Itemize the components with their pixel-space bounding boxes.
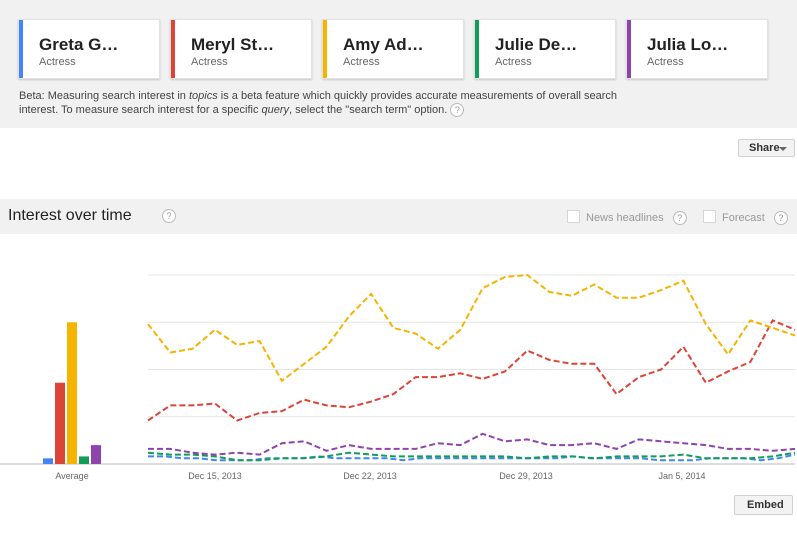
topic-card-greta[interactable]: Greta G… Actress	[18, 19, 160, 79]
x-tick-label: Dec 29, 2013	[499, 471, 553, 481]
topic-color-stripe	[19, 20, 23, 78]
news-headlines-label: News headlines	[586, 212, 664, 224]
section-title: Interest over time	[8, 207, 132, 224]
x-tick-label: Jan 5, 2014	[658, 471, 705, 481]
beta-text-query: query	[261, 103, 290, 116]
topic-name: Julie De…	[495, 35, 578, 54]
beta-note: Beta: Measuring search interest in topic…	[19, 90, 639, 117]
x-axis-ticks: Dec 15, 2013 Dec 22, 2013 Dec 29, 2013 Jan …	[188, 471, 705, 481]
chevron-down-icon	[779, 147, 787, 151]
help-icon[interactable]: ?	[450, 103, 465, 117]
share-button[interactable]: Share	[738, 139, 795, 157]
topic-color-stripe	[171, 20, 175, 78]
series-line[interactable]	[147, 273, 796, 383]
beta-text-1: Beta: Measuring search interest in	[19, 90, 189, 102]
average-label: Average	[55, 471, 88, 481]
forecast-label: Forecast	[722, 212, 765, 224]
beta-text-3: , select the "search term" option.	[289, 103, 448, 116]
topic-color-stripe	[627, 20, 631, 78]
topic-card-julia[interactable]: Julia Lo… Actress	[626, 19, 768, 79]
topic-color-stripe	[323, 20, 327, 78]
topic-card-julie[interactable]: Julie De… Actress	[474, 19, 616, 79]
forecast-option[interactable]: Forecast ?	[703, 210, 788, 226]
topic-color-stripe	[475, 20, 479, 78]
topic-type: Actress	[495, 56, 532, 68]
average-bar[interactable]	[67, 322, 77, 464]
embed-label: Embed	[747, 499, 784, 511]
topic-name: Julia Lo…	[647, 35, 729, 54]
topic-name: Greta G…	[39, 35, 119, 54]
topic-name: Meryl St…	[191, 35, 275, 54]
x-tick-label: Dec 15, 2013	[188, 471, 242, 481]
average-bar[interactable]	[55, 382, 65, 464]
embed-button[interactable]: Embed	[734, 495, 793, 515]
topic-card-meryl[interactable]: Meryl St… Actress	[170, 19, 312, 79]
series-line[interactable]	[148, 432, 796, 456]
forecast-checkbox[interactable]	[703, 210, 716, 223]
news-headlines-checkbox[interactable]	[567, 210, 580, 223]
beta-text-2: is a beta feature which quickly provides…	[19, 90, 617, 116]
share-label: Share	[749, 142, 780, 154]
topic-card-amy[interactable]: Amy Ad… Actress	[322, 19, 464, 79]
average-bar[interactable]	[43, 458, 53, 464]
topic-type: Actress	[647, 56, 684, 68]
topic-name: Amy Ad…	[343, 35, 424, 54]
interest-chart: Average Dec 15, 2013 Dec 22, 2013 Dec 29, …	[0, 273, 796, 481]
series-line[interactable]	[147, 451, 796, 462]
help-icon[interactable]: ?	[162, 209, 176, 223]
topic-type: Actress	[191, 56, 228, 68]
average-bars	[43, 322, 101, 464]
average-bar[interactable]	[79, 456, 89, 464]
average-bar[interactable]	[91, 445, 101, 464]
news-headlines-option[interactable]: News headlines ?	[567, 210, 687, 226]
series-line[interactable]	[147, 319, 796, 422]
series-lines	[147, 273, 796, 462]
help-icon[interactable]: ?	[773, 211, 788, 226]
topics-header: Greta G… Actress Meryl St… Actress Amy A…	[0, 0, 797, 128]
beta-text-topics: topics	[188, 90, 218, 102]
topic-type: Actress	[343, 56, 380, 68]
chart-grid	[0, 274, 795, 465]
x-tick-label: Dec 22, 2013	[343, 471, 397, 481]
help-icon[interactable]: ?	[672, 211, 687, 226]
topic-type: Actress	[39, 56, 76, 68]
interest-over-time-header: Interest over time ? News headlines ? Fo…	[0, 199, 797, 234]
